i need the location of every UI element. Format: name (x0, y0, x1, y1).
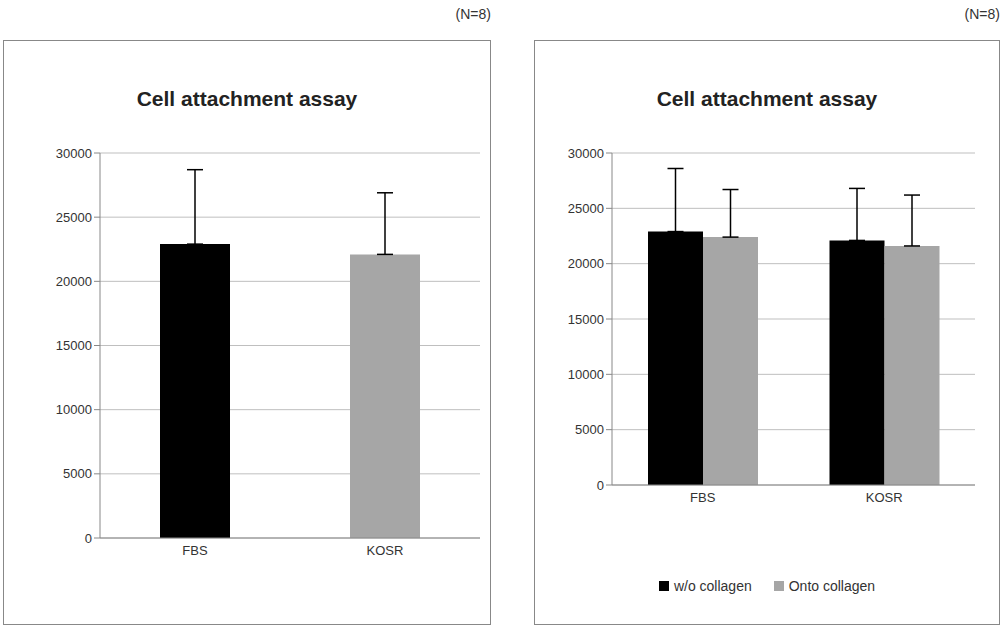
svg-text:0: 0 (85, 531, 92, 546)
svg-text:15000: 15000 (56, 338, 92, 353)
svg-text:30000: 30000 (568, 146, 604, 161)
svg-text:KOSR: KOSR (367, 543, 404, 558)
svg-text:10000: 10000 (568, 367, 604, 382)
svg-text:FBS: FBS (690, 490, 716, 505)
svg-text:30000: 30000 (56, 146, 92, 161)
html-text:Onto collagen: Onto collagen (788, 578, 876, 594)
svg-text:FBS: FBS (182, 543, 208, 558)
svg-text:25000: 25000 (568, 201, 604, 216)
html-text:Cell attachment assay: Cell attachment assay (136, 87, 358, 110)
svg-text:0: 0 (597, 478, 604, 493)
svg-text:20000: 20000 (568, 256, 604, 271)
html-text:Cell attachment assay: Cell attachment assay (656, 87, 878, 110)
svg-text:KOSR: KOSR (866, 490, 903, 505)
svg-text:5000: 5000 (575, 422, 604, 437)
svg-text:20000: 20000 (56, 274, 92, 289)
html-text:(N=8): (N=8) (455, 6, 491, 22)
svg-text:5000: 5000 (63, 466, 92, 481)
svg-text:25000: 25000 (56, 210, 92, 225)
svg-text:10000: 10000 (56, 402, 92, 417)
svg-text:15000: 15000 (568, 312, 604, 327)
html-text:w/o collagen: w/o collagen (673, 578, 752, 594)
html-text:(N=8): (N=8) (964, 6, 1000, 22)
